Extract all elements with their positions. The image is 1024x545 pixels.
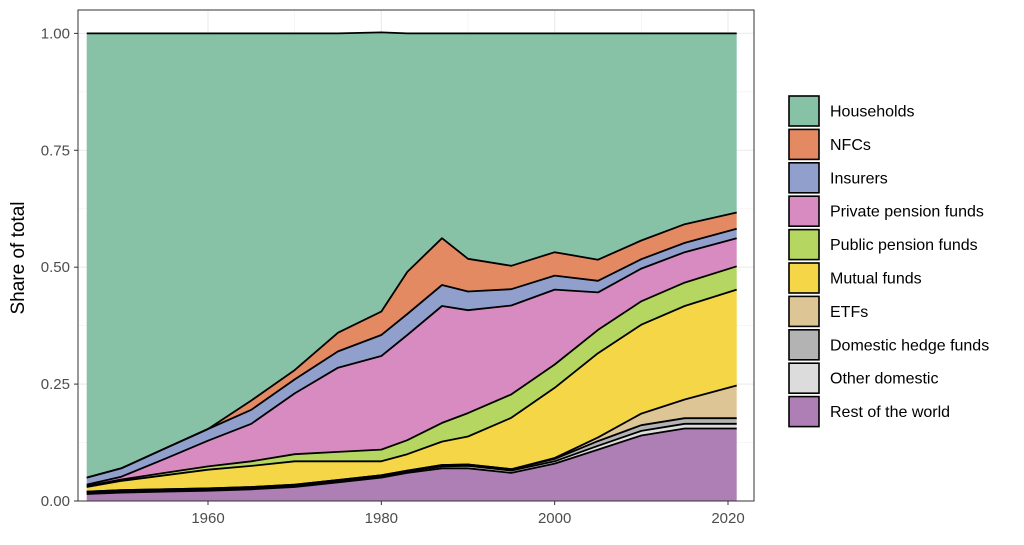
- area-mutual-funds: [86, 289, 737, 492]
- boundary-mutual-funds: [86, 288, 737, 488]
- legend-label: Mutual funds: [830, 271, 922, 288]
- x-tick-label: 2020: [711, 510, 744, 527]
- x-tick-label: 1960: [191, 510, 224, 527]
- legend: Households NFCs Insurers Private pension fu…: [788, 95, 989, 428]
- legend-item-other-domestic: Other domestic: [788, 362, 938, 395]
- area-households: [86, 32, 737, 478]
- legend-item-nfcs: NFCs: [788, 128, 871, 161]
- legend-swatch: [788, 328, 820, 361]
- legend-swatch: [788, 262, 820, 294]
- x-tick-label: 2000: [538, 510, 571, 527]
- legend-swatch: [788, 195, 820, 227]
- y-tick-label: 0.00: [41, 493, 70, 510]
- legend-label: Private pension funds: [830, 204, 984, 221]
- area-series: [86, 31, 737, 501]
- area-private-pension-funds: [86, 238, 737, 486]
- legend-item-domestic-hedge-funds: Domestic hedge funds: [788, 328, 989, 361]
- legend-item-private-pension-funds: Private pension funds: [788, 195, 984, 227]
- plot-panel-border: [77, 9, 755, 502]
- legend-swatch: [788, 162, 820, 194]
- legend-swatch: [788, 362, 820, 395]
- boundary-private-pension-funds: [86, 237, 737, 486]
- legend-swatch: [788, 295, 820, 328]
- legend-label: Public pension funds: [830, 237, 978, 254]
- y-tick-label: 0.50: [41, 259, 70, 276]
- boundary-public-pension-funds: [86, 265, 737, 487]
- area-rest-of-the-world: [86, 428, 737, 501]
- legend-label: Households: [830, 104, 915, 121]
- legend-item-rest-of-the-world: Rest of the world: [788, 395, 950, 428]
- legend-item-insurers: Insurers: [788, 162, 888, 194]
- legend-item-mutual-funds: Mutual funds: [788, 262, 922, 294]
- legend-item-etfs: ETFs: [788, 295, 868, 328]
- boundary-etfs: [86, 384, 737, 493]
- legend-swatch: [788, 128, 820, 161]
- boundary-households: [86, 31, 737, 35]
- axes: 1960 1980 2000 2020 0.00 0.25 0.50 0.75 1.00: [41, 25, 745, 527]
- legend-swatch: [788, 395, 820, 428]
- legend-swatch: [788, 228, 820, 261]
- legend-label: NFCs: [830, 137, 871, 154]
- area-nfcs: [86, 212, 737, 478]
- legend-item-households: Households: [788, 95, 915, 127]
- legend-label: Other domestic: [830, 371, 938, 388]
- legend-label: Domestic hedge funds: [830, 337, 989, 354]
- legend-swatch: [788, 95, 820, 127]
- x-tick-label: 1980: [365, 510, 398, 527]
- boundary-nfcs: [86, 211, 737, 479]
- boundary-rest-of-the-world: [86, 427, 737, 495]
- y-tick-label: 1.00: [41, 25, 70, 42]
- legend-label: ETFs: [830, 304, 868, 321]
- y-axis-label: Share of total: [8, 201, 29, 314]
- legend-item-public-pension-funds: Public pension funds: [788, 228, 978, 261]
- legend-label: Rest of the world: [830, 404, 950, 421]
- y-tick-label: 0.75: [41, 142, 70, 159]
- area-insurers: [86, 228, 737, 485]
- y-tick-label: 0.25: [41, 376, 70, 393]
- legend-label: Insurers: [830, 170, 888, 187]
